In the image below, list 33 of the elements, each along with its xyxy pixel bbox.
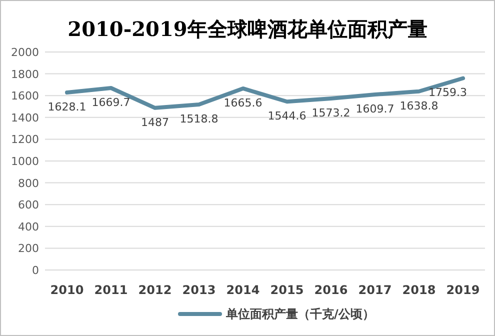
data-label: 1518.8 [180,112,218,126]
x-tick-label: 2017 [358,283,392,297]
x-tick-label: 2010 [50,283,84,297]
x-tick-label: 2013 [182,283,216,297]
data-label: 1669.7 [92,96,130,110]
y-tick-label: 1800 [11,68,39,81]
data-label: 1638.8 [400,99,438,112]
y-tick-label: 1600 [11,90,39,103]
data-label: 1609.7 [356,102,394,116]
x-tick-label: 2011 [94,283,128,297]
y-tick-label: 1000 [11,155,39,168]
x-tick-label: 2012 [138,283,172,297]
y-tick-label: 800 [18,176,39,190]
x-tick-label: 2018 [402,283,436,297]
data-label: 1487 [141,116,169,129]
data-label: 1544.6 [268,110,306,123]
y-tick-label: 2000 [11,46,39,59]
chart-title: 2010-2019年全球啤酒花单位面积产量 [68,17,428,41]
data-label: 1759.3 [428,86,467,100]
x-tick-label: 2014 [226,283,260,297]
y-tick-label: 1400 [11,111,39,124]
legend-label: 单位面积产量（千克/公顷） [225,307,374,321]
x-tick-label: 2015 [270,283,304,297]
y-tick-label: 1200 [11,133,39,146]
x-tick-label: 2019 [446,283,480,297]
y-tick-label: 0 [32,264,39,277]
x-tick-label: 2016 [314,283,348,297]
y-tick-label: 200 [18,242,39,256]
y-tick-label: 400 [18,220,39,234]
data-label: 1573.2 [312,106,350,120]
y-tick-label: 600 [18,198,39,212]
data-label: 1665.6 [224,96,262,110]
data-label: 1628.1 [48,100,86,114]
